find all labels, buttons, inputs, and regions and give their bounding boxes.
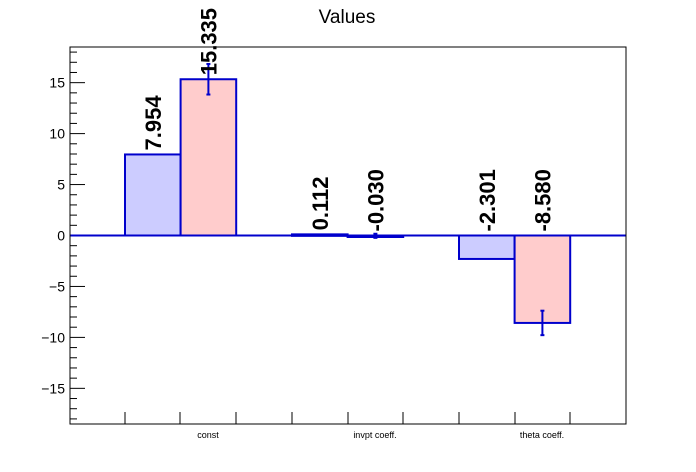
bar [458, 234, 516, 260]
y-tick-label: −5 [49, 278, 65, 294]
data-label: 0.112 [308, 177, 333, 231]
bar [513, 234, 572, 324]
y-tick-label: −10 [41, 329, 65, 345]
category-label: invpt coeff. [353, 430, 396, 440]
data-label: -8.580 [530, 169, 555, 231]
y-tick-label: 10 [49, 126, 65, 142]
plot-frame [69, 46, 627, 425]
y-tick-label: −15 [41, 380, 65, 396]
y-tick-label: 15 [49, 75, 65, 91]
bar [179, 78, 238, 237]
y-tick-label: 5 [57, 177, 65, 193]
category-label: const [197, 430, 219, 440]
data-label: -2.301 [475, 169, 500, 231]
chart-title: Values [319, 7, 376, 28]
bar [124, 153, 182, 237]
data-label: -0.030 [363, 169, 388, 231]
y-tick-label: 0 [57, 228, 65, 244]
category-label: theta coeff. [520, 430, 564, 440]
data-label: 7.954 [141, 95, 166, 151]
data-label: 15.335 [196, 8, 221, 75]
